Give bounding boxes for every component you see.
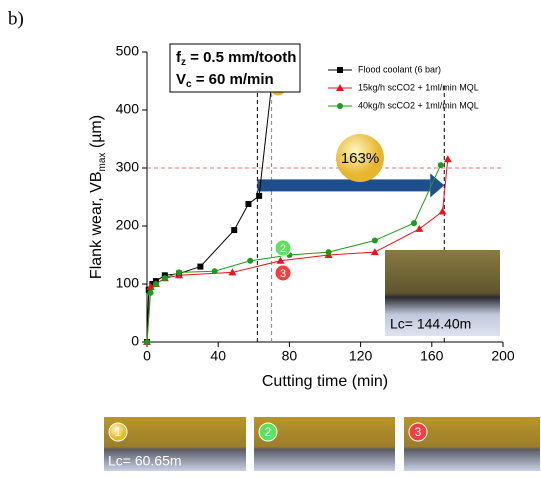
marker bbox=[161, 275, 168, 282]
marker bbox=[247, 257, 254, 264]
photo bbox=[404, 417, 540, 471]
y-tick-label: 100 bbox=[116, 275, 140, 291]
y-tick-label: 200 bbox=[116, 217, 140, 233]
x-axis-title: Cutting time (min) bbox=[262, 373, 388, 390]
y-axis-title: Flank wear, VBmax (µm) bbox=[88, 115, 107, 279]
inset-label: Lc= 144.40m bbox=[390, 316, 471, 332]
marker bbox=[337, 103, 343, 109]
marker bbox=[276, 256, 285, 264]
marker bbox=[437, 162, 444, 169]
legend-label: Flood coolant (6 bar) bbox=[358, 64, 441, 74]
marker bbox=[438, 207, 447, 215]
marker bbox=[146, 282, 155, 290]
photo-badge bbox=[408, 422, 428, 442]
y-axis-title-part: Flank wear, VB bbox=[88, 171, 105, 279]
x-tick-label: 160 bbox=[420, 348, 444, 364]
x-tick-label: 0 bbox=[143, 348, 151, 364]
y-tick-label: 300 bbox=[116, 159, 140, 175]
marker bbox=[336, 84, 344, 91]
legend-label: 15kg/h scCO2 + 1ml/min MQL bbox=[358, 82, 479, 92]
marker bbox=[325, 249, 332, 256]
photo-label: Lc= 60.65m bbox=[108, 453, 182, 469]
photo-badge-label: 1 bbox=[115, 425, 122, 439]
marker bbox=[371, 237, 378, 244]
condition-part: z bbox=[181, 57, 186, 68]
annotation-badge bbox=[274, 264, 292, 282]
condition-part: = 60 m/min bbox=[192, 71, 274, 88]
x-tick-label: 80 bbox=[282, 348, 298, 364]
condition-part: V bbox=[176, 71, 186, 88]
increase-arrow-head bbox=[430, 173, 445, 198]
annotation-label: 3 bbox=[280, 268, 286, 280]
annotation-label: 2 bbox=[280, 243, 286, 255]
marker bbox=[228, 268, 237, 276]
marker bbox=[370, 248, 379, 256]
photo-badge bbox=[258, 422, 278, 442]
marker bbox=[197, 263, 204, 270]
condition-box bbox=[169, 43, 301, 93]
marker bbox=[211, 268, 218, 275]
x-tick-label: 120 bbox=[349, 348, 373, 364]
y-tick-label: 400 bbox=[116, 101, 140, 117]
marker bbox=[443, 155, 452, 163]
photo-badge bbox=[108, 422, 128, 442]
marker bbox=[176, 269, 183, 276]
y-tick-label: 0 bbox=[131, 333, 139, 349]
photo bbox=[104, 417, 246, 471]
marker bbox=[144, 339, 150, 345]
photo-badge-label: 2 bbox=[265, 425, 272, 439]
photo-badge-label: 3 bbox=[415, 425, 422, 439]
series-line bbox=[146, 85, 273, 343]
plot: 0 100 200 300 400 500 0 40 80 120 160 200 Cutting ti… bbox=[88, 43, 515, 391]
condition-part: = 0.5 mm/tooth bbox=[186, 49, 296, 66]
panel-label: b) bbox=[8, 8, 24, 29]
x-tick-label: 200 bbox=[491, 348, 515, 364]
marker bbox=[411, 220, 417, 227]
y-axis-title-part: (µm) bbox=[88, 115, 105, 153]
marker bbox=[415, 224, 424, 232]
y-axis-title-part: max bbox=[97, 153, 108, 172]
photo bbox=[254, 417, 395, 471]
condition-part: c bbox=[186, 79, 192, 90]
marker bbox=[231, 227, 238, 234]
legend-label: 40kg/h scCO2 + 1ml/min MQL bbox=[358, 100, 479, 110]
x-tick-label: 40 bbox=[210, 348, 226, 364]
condition-text: fz = 0.5 mm/tooth bbox=[176, 49, 296, 68]
condition-part: f bbox=[176, 49, 182, 66]
marker bbox=[256, 192, 263, 199]
y-tick-label: 500 bbox=[116, 43, 140, 59]
annotation-badge bbox=[274, 239, 292, 257]
photos: 1 2 3 Lc= 60.65m bbox=[104, 417, 540, 471]
increase-label: 163% bbox=[341, 150, 379, 167]
increase-badge bbox=[336, 134, 384, 182]
marker bbox=[152, 281, 159, 287]
condition-text: Vc = 60 m/min bbox=[176, 71, 274, 90]
increase-arrow bbox=[257, 179, 431, 192]
marker bbox=[149, 281, 156, 287]
inset-photo bbox=[385, 250, 500, 336]
marker bbox=[337, 67, 343, 73]
marker bbox=[147, 289, 154, 296]
marker bbox=[245, 200, 252, 207]
